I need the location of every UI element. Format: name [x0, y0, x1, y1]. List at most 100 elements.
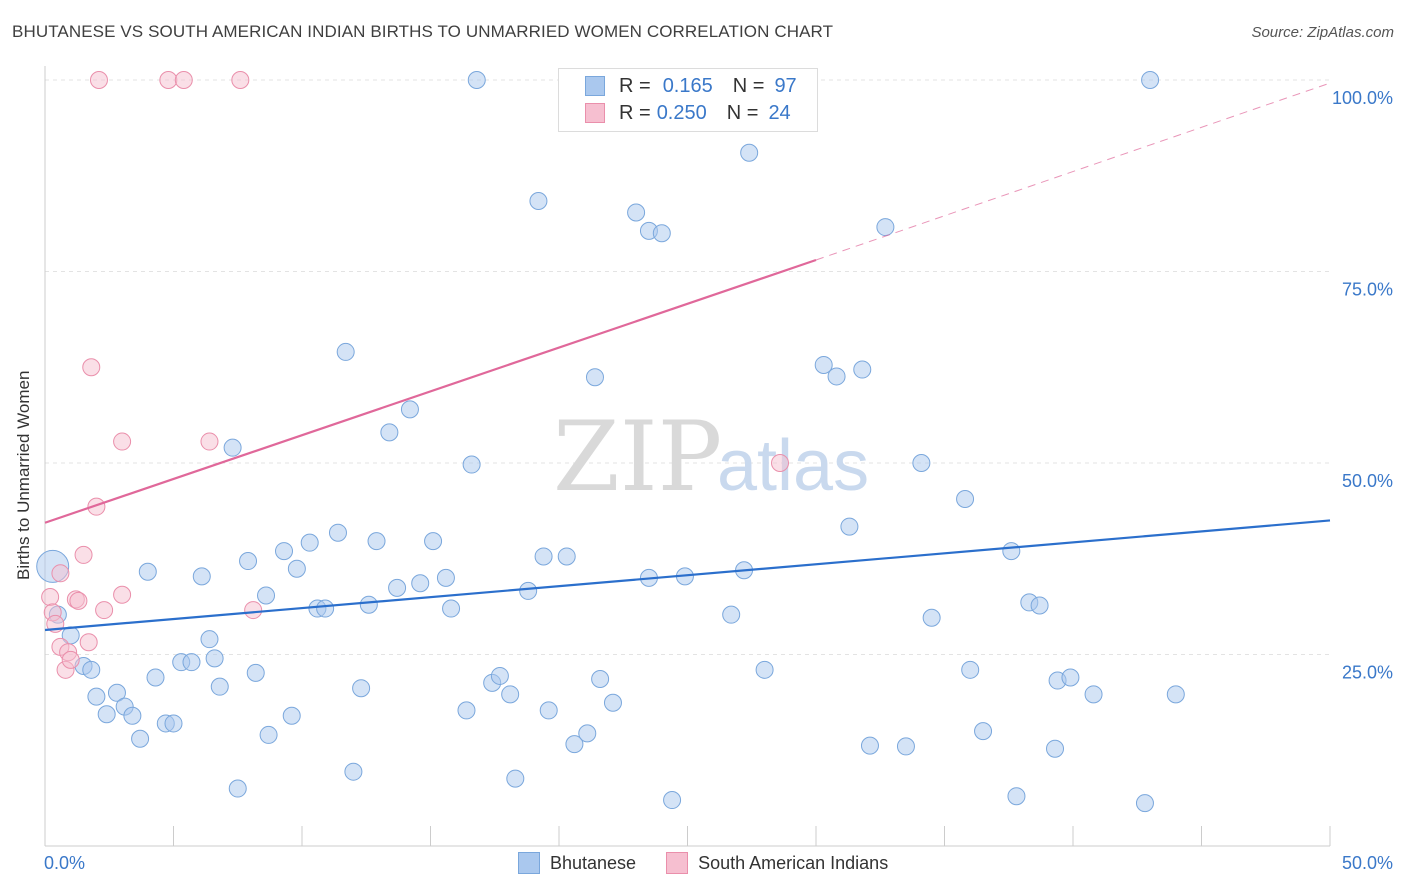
trend-layer: [44, 82, 1331, 632]
data-point: [722, 605, 741, 624]
data-point: [74, 545, 93, 564]
data-point: [1135, 794, 1154, 813]
data-point: [89, 71, 108, 89]
data-point: [1141, 71, 1160, 89]
data-point: [1166, 685, 1185, 704]
data-point: [501, 685, 520, 704]
tick-label-layer: 100.0% 75.0% 50.0% 25.0% 0.0% 50.0%: [44, 88, 1393, 873]
data-point: [282, 706, 301, 725]
x-tick-label: 50.0%: [1342, 853, 1393, 873]
data-point: [316, 599, 335, 618]
data-point: [259, 725, 278, 744]
legend-row-south-american-indians: R = 0.250 N = 24: [585, 101, 791, 125]
data-point: [462, 455, 481, 474]
data-point: [578, 724, 597, 743]
data-point: [275, 542, 294, 561]
watermark-atlas: atlas: [717, 426, 869, 506]
data-point: [79, 633, 98, 652]
data-point: [603, 693, 622, 712]
legend-r-label: R =: [619, 74, 651, 97]
data-point: [961, 660, 980, 679]
data-point: [896, 737, 915, 756]
y-tick-label: 100.0%: [1332, 88, 1393, 108]
data-point: [210, 677, 229, 696]
data-point: [87, 497, 106, 516]
data-point: [131, 729, 150, 748]
axis-layer: [44, 66, 1331, 847]
data-point: [51, 564, 70, 583]
legend-row-bhutanese: R = 0.165 N = 97: [585, 74, 797, 98]
data-point: [663, 791, 682, 810]
data-point: [557, 547, 576, 566]
data-point: [534, 547, 553, 566]
data-point: [352, 679, 371, 698]
legend-label-south-american-indians: South American Indians: [698, 852, 889, 873]
data-point: [490, 666, 509, 685]
data-point: [239, 552, 258, 571]
data-point: [257, 586, 276, 605]
data-point: [388, 578, 407, 597]
watermark-zip: ZIP: [553, 401, 722, 513]
data-point: [192, 567, 211, 586]
data-point: [827, 367, 846, 386]
data-point: [814, 355, 833, 374]
data-point: [956, 490, 975, 509]
data-point: [424, 532, 443, 551]
data-point: [467, 71, 486, 89]
data-point: [367, 532, 386, 551]
data-point: [506, 769, 525, 788]
data-point: [223, 438, 242, 457]
data-point: [138, 562, 157, 581]
data-point: [359, 595, 378, 614]
legend-r-label: R =: [619, 101, 651, 124]
data-point: [922, 608, 941, 627]
legend-swatch-blue: [518, 852, 540, 874]
data-point: [69, 591, 88, 610]
data-point: [442, 599, 461, 618]
legend-item-bhutanese: Bhutanese: [518, 852, 636, 874]
correlation-legend: R = 0.165 N = 97 R = 0.250 N = 24: [558, 68, 818, 132]
data-point: [182, 653, 201, 672]
data-point: [436, 568, 455, 587]
data-point: [539, 701, 558, 720]
data-point: [244, 601, 263, 620]
data-point: [174, 71, 193, 89]
x-tick-label: 0.0%: [44, 853, 85, 873]
data-point: [519, 581, 538, 600]
data-point: [1002, 542, 1021, 561]
legend-n-value: 97: [774, 74, 797, 97]
legend-n-label: N =: [726, 101, 759, 124]
y-axis-label: Births to Unmarried Women: [14, 370, 33, 580]
data-point: [565, 735, 584, 754]
trend-line-extension: [815, 82, 1331, 261]
data-point: [113, 585, 132, 604]
data-point: [82, 660, 101, 679]
y-tick-label: 50.0%: [1342, 471, 1393, 491]
legend-r-value: 0.250: [656, 101, 707, 124]
legend-swatch-pink: [666, 852, 689, 874]
data-point: [200, 630, 219, 649]
y-tick-label: 25.0%: [1342, 663, 1393, 683]
data-point: [336, 342, 355, 361]
data-point: [123, 706, 142, 725]
data-point: [107, 683, 126, 702]
chart-title: BHUTANESE VS SOUTH AMERICAN INDIAN BIRTH…: [12, 22, 834, 41]
data-point: [82, 358, 101, 377]
data-point: [87, 687, 106, 706]
data-point: [246, 663, 265, 682]
trend-line-bhutanese: [44, 519, 1331, 632]
data-point: [159, 71, 178, 89]
data-point: [853, 360, 872, 379]
data-point: [627, 203, 646, 222]
data-point: [771, 454, 790, 472]
legend-swatch-blue: [585, 76, 605, 96]
data-point: [840, 517, 859, 536]
data-point: [1084, 685, 1103, 704]
data-point: [529, 192, 548, 211]
data-point: [97, 705, 116, 724]
data-point: [344, 762, 363, 781]
data-point: [876, 218, 895, 237]
data-point: [231, 71, 250, 89]
source-label: Source: ZipAtlas.com: [1251, 24, 1394, 41]
